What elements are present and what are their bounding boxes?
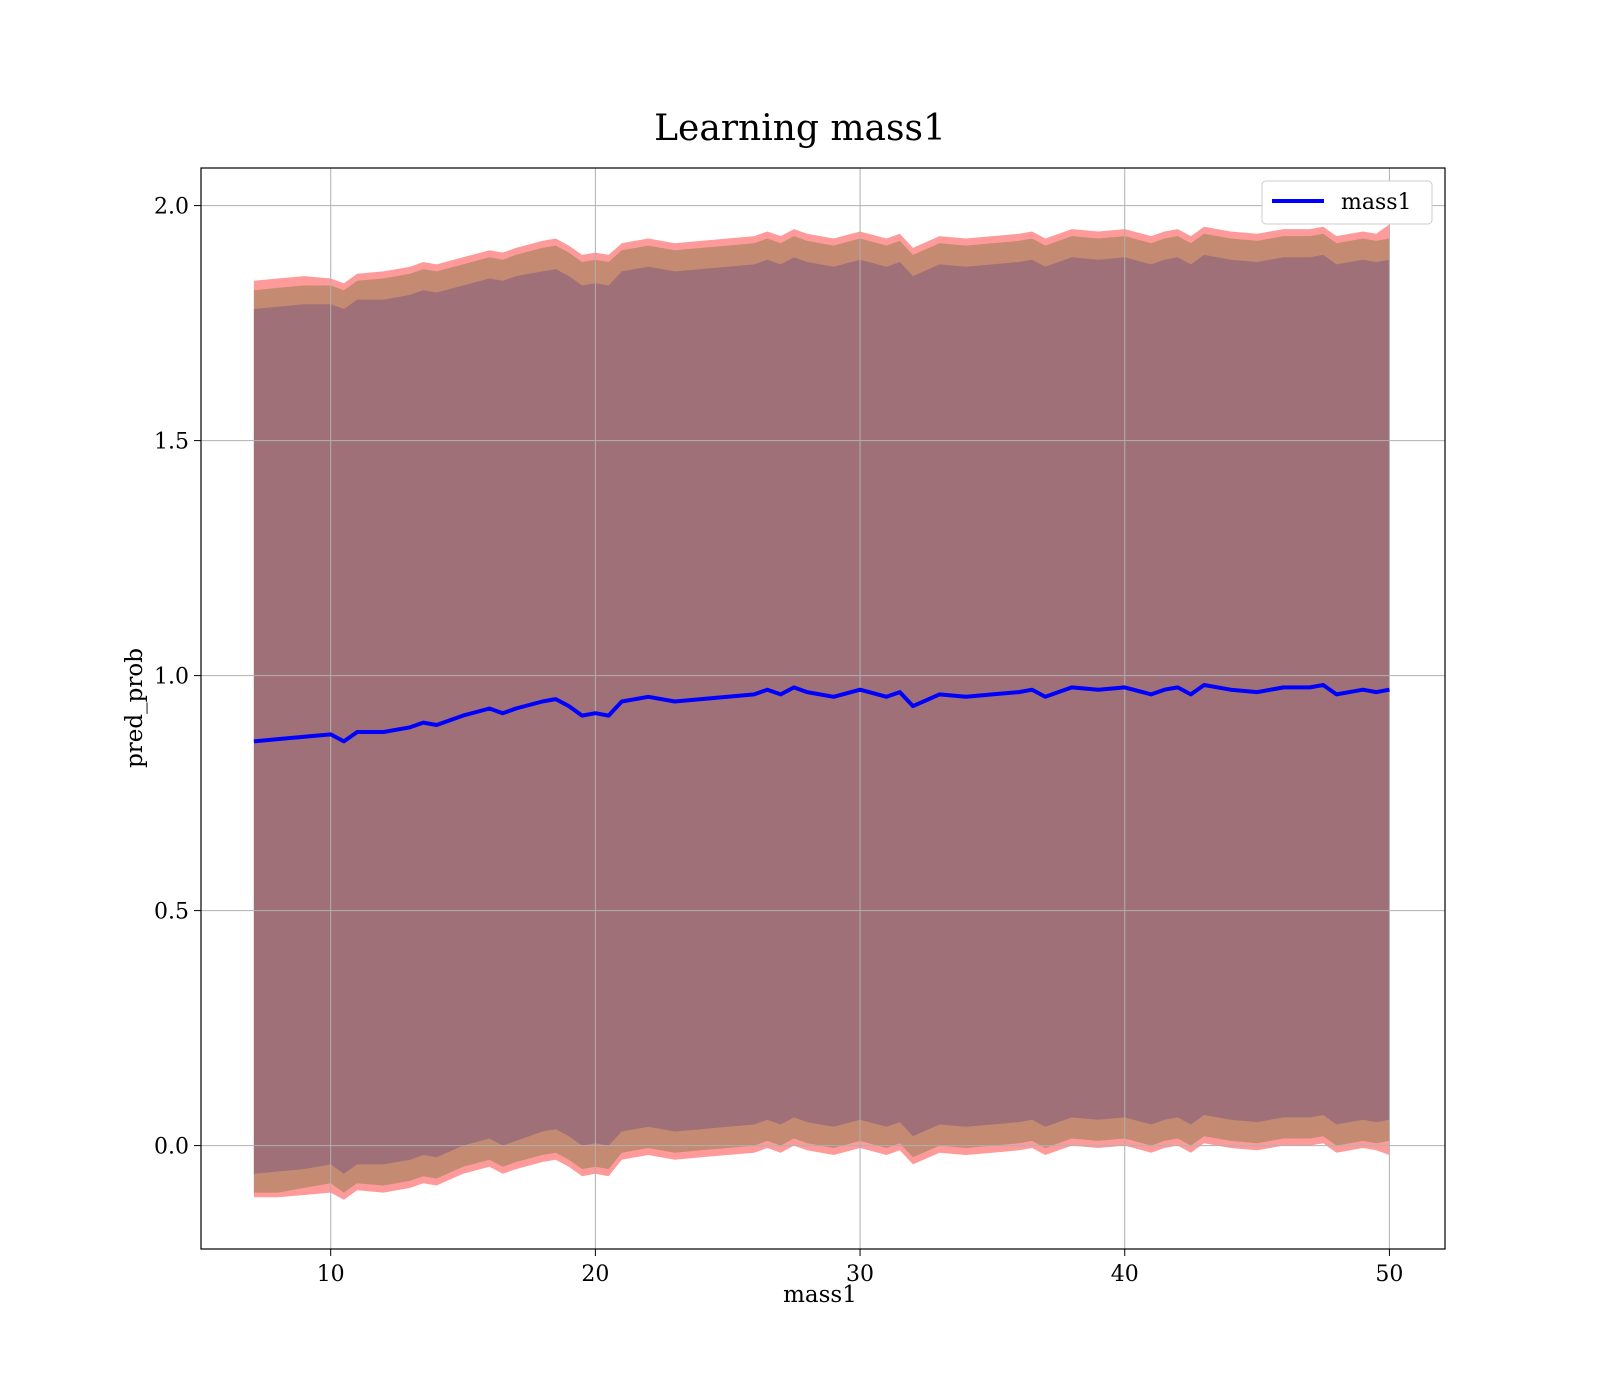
y-tick-label: 1.5 xyxy=(154,430,189,455)
plot-area xyxy=(200,167,1446,1250)
x-tick-label: 50 xyxy=(1375,1262,1403,1287)
legend-box xyxy=(1261,180,1433,225)
legend: mass1 xyxy=(1261,180,1433,225)
band-inner xyxy=(253,254,1390,1174)
legend-label-mass1: mass1 xyxy=(1341,190,1412,215)
series-line-mass1 xyxy=(253,683,1390,744)
y-axis-label: pred_prob xyxy=(122,648,148,768)
y-tick-label: 2.0 xyxy=(154,195,189,220)
x-tick-label: 20 xyxy=(581,1262,609,1287)
confidence-bands xyxy=(253,224,1390,1200)
y-tick-label: 0.5 xyxy=(154,900,189,925)
series-lines xyxy=(253,683,1390,744)
y-tick-label: 1.0 xyxy=(154,665,189,690)
x-axis-ticks: 10 20 30 40 50 xyxy=(317,1249,1403,1287)
x-tick-label: 30 xyxy=(846,1262,874,1287)
axes-frame xyxy=(200,167,1446,1250)
y-tick-label: 0.0 xyxy=(154,1135,189,1160)
x-tick-label: 40 xyxy=(1111,1262,1139,1287)
chart-title: Learning mass1 xyxy=(654,108,946,149)
x-tick-label: 10 xyxy=(317,1262,345,1287)
x-axis-label: mass1 xyxy=(783,1282,857,1308)
grid-lines xyxy=(201,168,1445,1249)
y-axis-ticks: 0.0 0.5 1.0 1.5 2.0 xyxy=(154,195,201,1160)
